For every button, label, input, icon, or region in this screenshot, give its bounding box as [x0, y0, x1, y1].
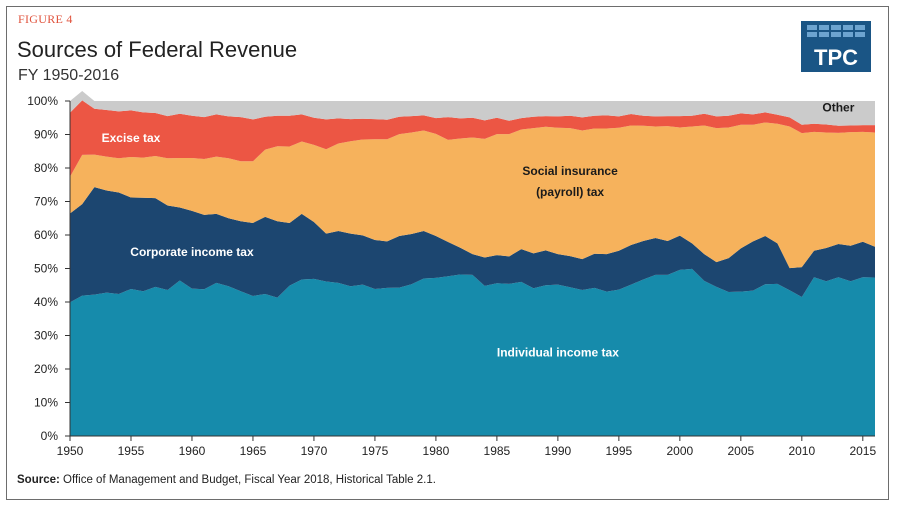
x-tick-label: 1960 — [179, 444, 206, 458]
x-tick-label: 2005 — [727, 444, 754, 458]
figure-label: FIGURE 4 — [18, 12, 73, 26]
chart-title: Sources of Federal Revenue — [17, 37, 298, 62]
chart-subtitle: FY 1950-2016 — [18, 67, 120, 84]
area-social-insurance-payroll-tax — [70, 122, 875, 269]
y-tick-label: 90% — [34, 128, 58, 142]
x-tick-label: 1970 — [301, 444, 328, 458]
x-tick-label: 1995 — [606, 444, 633, 458]
y-tick-label: 70% — [34, 195, 58, 209]
series-label-other: Other — [822, 101, 854, 115]
y-tick-label: 10% — [34, 396, 58, 410]
x-tick-label: 1955 — [118, 444, 145, 458]
source-label: Source: — [17, 474, 60, 486]
x-tick-label: 1975 — [362, 444, 389, 458]
series-label-social-insurance-payroll-tax: Social insurance — [522, 164, 618, 178]
area-other — [70, 90, 875, 126]
x-tick-label: 1965 — [240, 444, 267, 458]
series-label-social-insurance-payroll-tax: (payroll) tax — [536, 185, 604, 199]
x-tick-label: 1990 — [545, 444, 572, 458]
y-tick-label: 50% — [34, 262, 58, 276]
y-tick-label: 20% — [34, 362, 58, 376]
y-tick-label: 30% — [34, 329, 58, 343]
y-tick-label: 80% — [34, 161, 58, 175]
source-note: Source: Office of Management and Budget,… — [17, 474, 436, 486]
series-label-excise-tax: Excise tax — [102, 131, 161, 145]
x-tick-label: 2010 — [788, 444, 815, 458]
area-individual-income-tax — [70, 268, 875, 436]
logo-squares — [807, 25, 865, 37]
series-label-individual-income-tax: Individual income tax — [497, 345, 619, 359]
x-tick-label: 1980 — [423, 444, 450, 458]
area-corporate-income-tax — [70, 187, 875, 303]
x-tick-label: 2000 — [666, 444, 693, 458]
x-tick-label: 1985 — [484, 444, 511, 458]
y-tick-label: 40% — [34, 295, 58, 309]
series-label-corporate-income-tax: Corporate income tax — [130, 245, 254, 259]
logo-text: TPC — [814, 45, 858, 70]
y-tick-label: 60% — [34, 228, 58, 242]
y-tick-label: 0% — [41, 429, 59, 443]
source-text: Office of Management and Budget, Fiscal … — [63, 474, 436, 486]
area-excise-tax — [70, 100, 875, 177]
x-tick-label: 2015 — [849, 444, 876, 458]
tpc-logo: TPC — [801, 21, 871, 72]
x-tick-label: 1950 — [57, 444, 84, 458]
y-tick-label: 100% — [27, 94, 58, 108]
